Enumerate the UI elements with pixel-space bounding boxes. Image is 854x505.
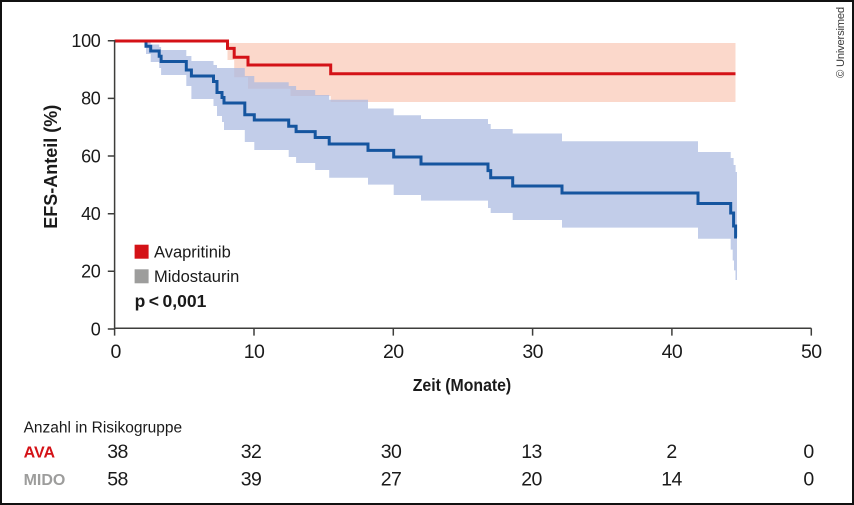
svg-text:39: 39	[241, 469, 262, 491]
svg-text:10: 10	[244, 341, 265, 363]
svg-text:Zeit (Monate): Zeit (Monate)	[413, 375, 511, 395]
svg-text:Anzahl in Risikogruppe: Anzahl in Risikogruppe	[24, 420, 183, 437]
svg-text:50: 50	[801, 341, 822, 363]
svg-text:27: 27	[381, 469, 402, 491]
svg-text:20: 20	[383, 341, 404, 363]
svg-text:Avapritinib: Avapritinib	[154, 244, 231, 262]
svg-text:2: 2	[666, 441, 676, 463]
svg-text:© Universimed: © Universimed	[835, 7, 847, 78]
svg-text:40: 40	[81, 204, 101, 224]
svg-text:0: 0	[803, 469, 814, 491]
svg-text:EFS-Anteil (%): EFS-Anteil (%)	[41, 105, 61, 229]
svg-text:32: 32	[241, 441, 262, 463]
svg-text:13: 13	[521, 441, 542, 463]
svg-text:30: 30	[522, 341, 543, 363]
svg-text:38: 38	[107, 441, 128, 463]
svg-text:Midostaurin: Midostaurin	[154, 268, 239, 286]
svg-text:0: 0	[110, 341, 121, 363]
svg-text:14: 14	[661, 469, 682, 491]
svg-text:MIDO: MIDO	[24, 472, 66, 489]
svg-text:p < 0,001: p < 0,001	[135, 291, 207, 311]
svg-text:58: 58	[107, 469, 128, 491]
svg-text:0: 0	[803, 441, 814, 463]
svg-text:30: 30	[381, 441, 402, 463]
svg-text:60: 60	[81, 146, 101, 166]
svg-text:100: 100	[71, 31, 100, 51]
svg-text:AVA: AVA	[24, 445, 56, 462]
svg-text:80: 80	[81, 89, 101, 109]
svg-text:20: 20	[521, 469, 542, 491]
svg-text:20: 20	[81, 262, 101, 282]
svg-text:0: 0	[91, 319, 101, 339]
svg-text:40: 40	[662, 341, 683, 363]
